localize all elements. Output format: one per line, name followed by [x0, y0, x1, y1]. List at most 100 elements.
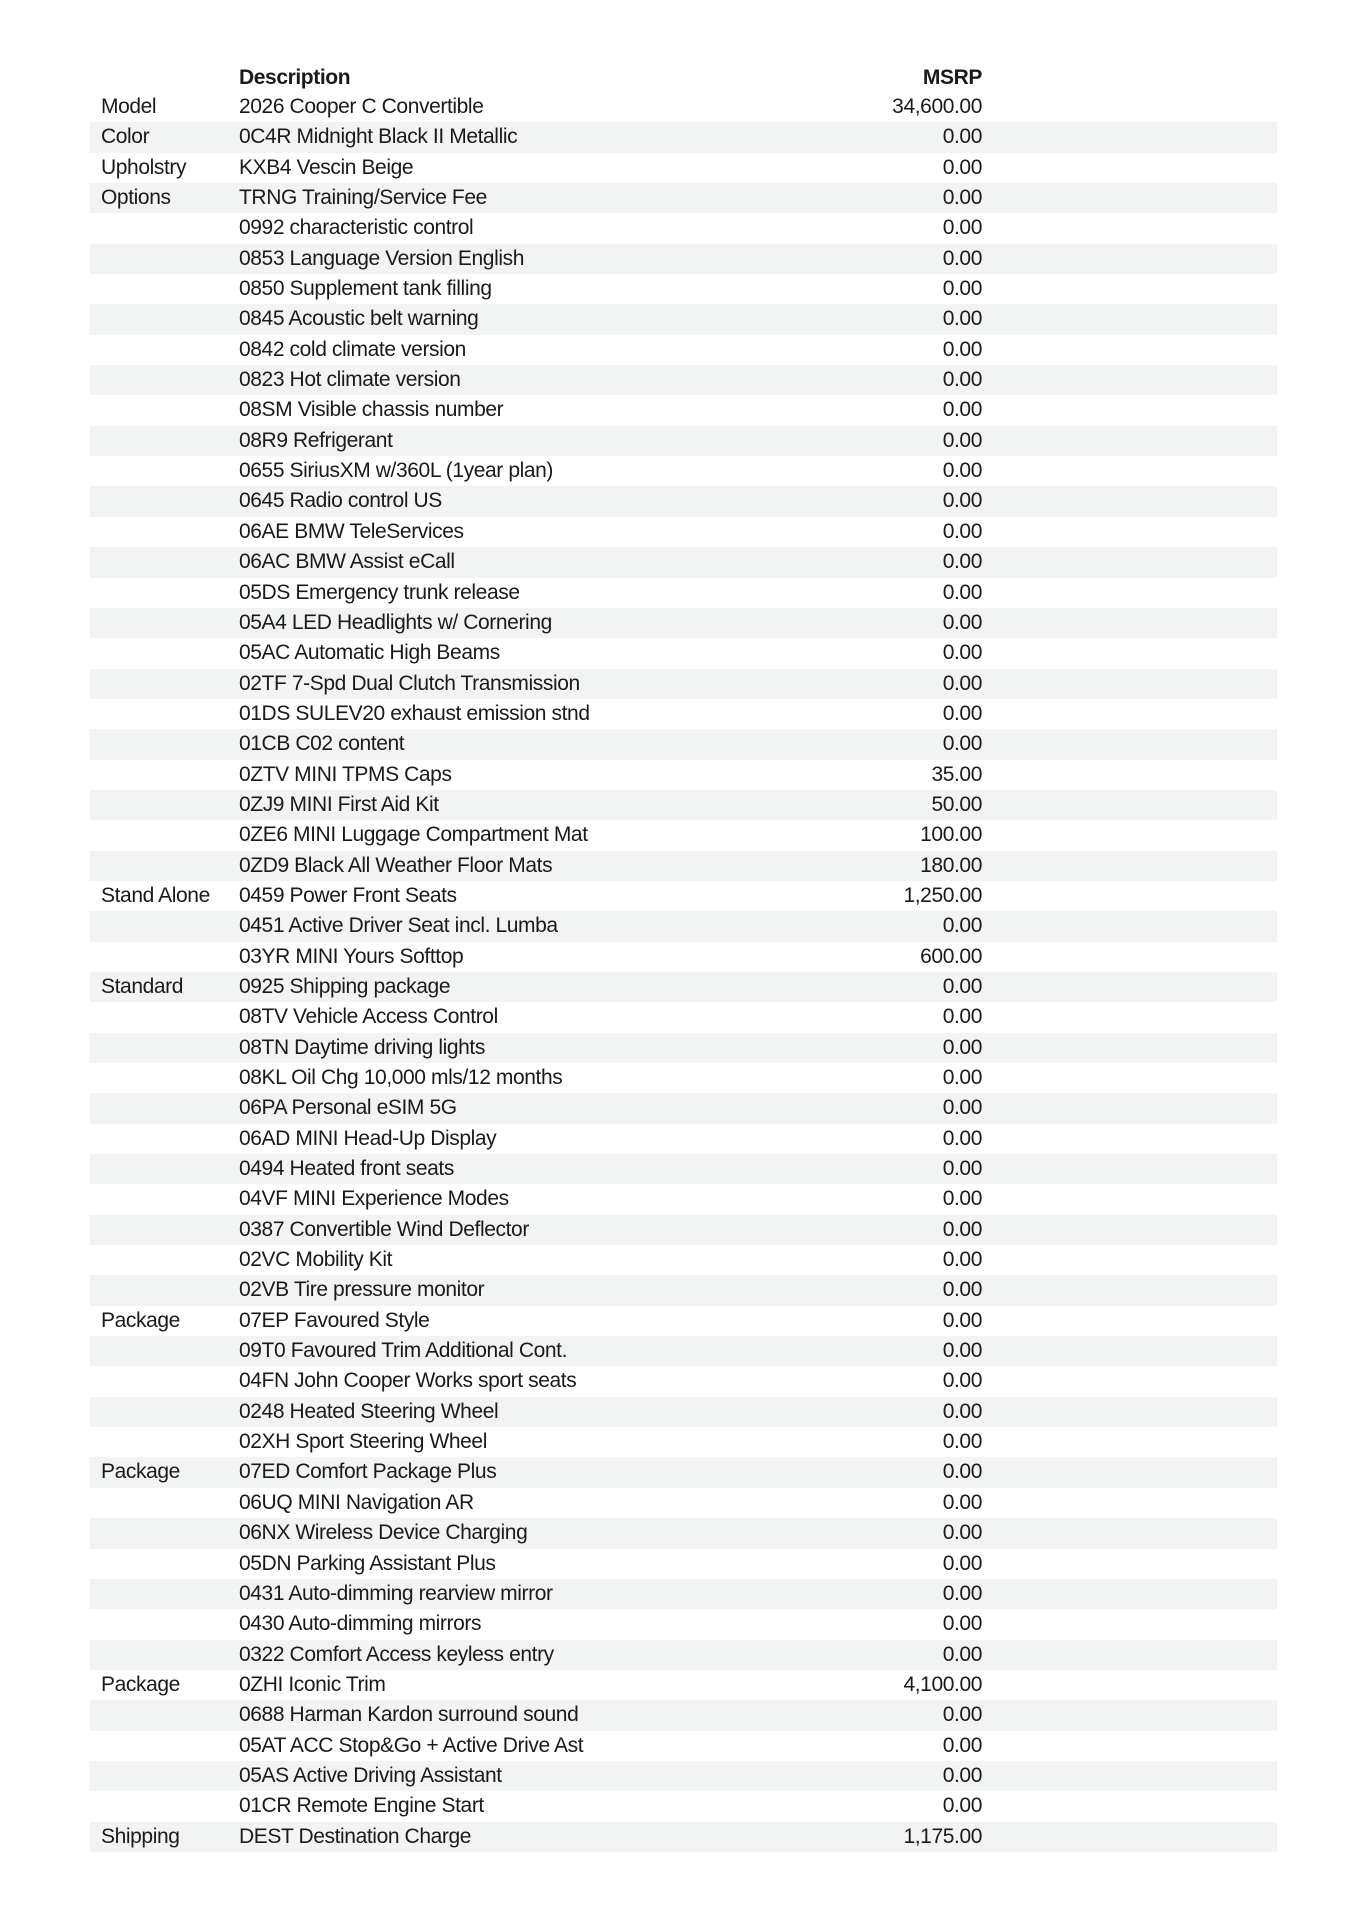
table-row: 0ZJ9 MINI First Aid Kit 50.00 [90, 789, 1277, 821]
table-row: 01DS SULEV20 exhaust emission stnd 0.00 [90, 699, 1277, 729]
row-category: Options [101, 186, 171, 210]
table-row: 05DN Parking Assistant Plus 0.00 [90, 1549, 1277, 1579]
row-msrp: 0.00 [942, 671, 983, 695]
row-msrp: 0.00 [942, 732, 983, 756]
row-msrp: 35.00 [931, 762, 982, 786]
row-description: 09T0 Favoured Trim Additional Cont. [239, 1339, 568, 1363]
row-description: 06AE BMW TeleServices [239, 519, 464, 543]
row-msrp: 0.00 [942, 1703, 983, 1727]
table-row: Model 2026 Cooper C Convertible 34,600.00 [90, 92, 1277, 122]
row-msrp: 0.00 [942, 550, 983, 574]
row-description: 05A4 LED Headlights w/ Cornering [239, 610, 552, 634]
row-category: Stand Alone [101, 883, 210, 907]
row-description: 0925 Shipping package [239, 974, 451, 998]
table-row: 04FN John Cooper Works sport seats 0.00 [90, 1366, 1277, 1396]
row-description: 0845 Acoustic belt warning [239, 307, 479, 331]
row-msrp: 0.00 [942, 1399, 983, 1423]
row-msrp: 600.00 [920, 944, 982, 968]
row-msrp: 0.00 [942, 1794, 983, 1818]
row-category: Shipping [101, 1824, 180, 1848]
table-row: 0853 Language Version English 0.00 [90, 243, 1277, 275]
table-row: 08R9 Refrigerant 0.00 [90, 425, 1277, 457]
table-row: 0992 characteristic control 0.00 [90, 213, 1277, 243]
row-description: 0C4R Midnight Black II Metallic [239, 125, 518, 149]
table-row: 0645 Radio control US 0.00 [90, 486, 1277, 517]
table-row: Stand Alone 0459 Power Front Seats 1,250.0… [90, 881, 1277, 911]
row-description: 06NX Wireless Device Charging [239, 1521, 528, 1545]
row-msrp: 0.00 [942, 1733, 983, 1757]
row-msrp: 0.00 [942, 1035, 983, 1059]
row-description: 0ZJ9 MINI First Aid Kit [239, 792, 439, 816]
row-msrp: 0.00 [942, 186, 983, 210]
row-description: DEST Destination Charge [239, 1824, 472, 1848]
row-description: 0ZE6 MINI Luggage Compartment Mat [239, 823, 588, 847]
row-description: 0ZD9 Black All Weather Floor Mats [239, 853, 553, 877]
table-row: 01CB C02 content 0.00 [90, 729, 1277, 760]
table-row: 0ZE6 MINI Luggage Compartment Mat 100.00 [90, 820, 1277, 850]
row-msrp: 4,100.00 [903, 1672, 982, 1696]
table-row: Upholstry KXB4 Vescin Beige 0.00 [90, 153, 1277, 183]
row-msrp: 0.00 [942, 1521, 983, 1545]
row-category: Color [101, 125, 150, 149]
table-row: 05AC Automatic High Beams 0.00 [90, 638, 1277, 668]
row-description: 0823 Hot climate version [239, 368, 461, 392]
row-description: 0494 Heated front seats [239, 1157, 454, 1181]
table-row: 0823 Hot climate version 0.00 [90, 365, 1277, 396]
table-row: 06AE BMW TeleServices 0.00 [90, 517, 1277, 547]
row-description: 03YR MINI Yours Softtop [239, 944, 464, 968]
row-msrp: 0.00 [942, 155, 983, 179]
table-row: Shipping DEST Destination Charge 1,175.00 [90, 1821, 1277, 1852]
table-row: 0655 SiriusXM w/360L (1year plan) 0.00 [90, 456, 1277, 486]
row-msrp: 0.00 [942, 701, 983, 725]
table-row: Package 0ZHI Iconic Trim 4,100.00 [90, 1670, 1277, 1700]
row-msrp: 0.00 [942, 1369, 983, 1393]
row-description: 02TF 7-Spd Dual Clutch Transmission [239, 671, 580, 695]
row-msrp: 0.00 [942, 610, 983, 634]
row-description: 05AC Automatic High Beams [239, 641, 500, 665]
row-msrp: 0.00 [942, 1763, 983, 1787]
row-description: 0431 Auto-dimming rearview mirror [239, 1581, 553, 1605]
row-description: 0688 Harman Kardon surround sound [239, 1703, 579, 1727]
row-msrp: 0.00 [942, 1005, 983, 1029]
row-msrp: 0.00 [942, 1612, 983, 1636]
row-description: 0387 Convertible Wind Deflector [239, 1217, 529, 1241]
table-row: 08TV Vehicle Access Control 0.00 [90, 1002, 1277, 1032]
row-description: 06AD MINI Head-Up Display [239, 1126, 497, 1150]
row-description: 0322 Comfort Access keyless entry [239, 1642, 554, 1666]
table-row: 08KL Oil Chg 10,000 mls/12 months 0.00 [90, 1063, 1277, 1093]
table-row: 04VF MINI Experience Modes 0.00 [90, 1184, 1277, 1214]
table-row: 0248 Heated Steering Wheel 0.00 [90, 1396, 1277, 1428]
table-row: 0431 Auto-dimming rearview mirror 0.00 [90, 1578, 1277, 1610]
table-row: 0ZD9 Black All Weather Floor Mats 180.00 [90, 850, 1277, 881]
row-msrp: 100.00 [920, 823, 982, 847]
table-row: 06NX Wireless Device Charging 0.00 [90, 1518, 1277, 1549]
table-row: Standard 0925 Shipping package 0.00 [90, 971, 1277, 1003]
row-description: 0ZHI Iconic Trim [239, 1672, 386, 1696]
row-description: 08TV Vehicle Access Control [239, 1005, 498, 1029]
row-msrp: 0.00 [942, 307, 983, 331]
table-row: 02VC Mobility Kit 0.00 [90, 1245, 1277, 1275]
row-msrp: 0.00 [942, 1157, 983, 1181]
table-row: 01CR Remote Engine Start 0.00 [90, 1791, 1277, 1821]
table-row: Package 07ED Comfort Package Plus 0.00 [90, 1457, 1277, 1488]
row-msrp: 0.00 [942, 580, 983, 604]
row-description: 0842 cold climate version [239, 337, 466, 361]
table-row: 05DS Emergency trunk release 0.00 [90, 578, 1277, 608]
row-description: 05DN Parking Assistant Plus [239, 1551, 496, 1575]
table-row: 05AT ACC Stop&Go + Active Drive Ast 0.00 [90, 1731, 1277, 1761]
row-category: Upholstry [101, 155, 187, 179]
row-msrp: 0.00 [942, 974, 983, 998]
row-msrp: 50.00 [931, 792, 982, 816]
table-row: 0845 Acoustic belt warning 0.00 [90, 304, 1277, 335]
row-msrp: 0.00 [942, 459, 983, 483]
row-description: 07EP Favoured Style [239, 1308, 430, 1332]
row-msrp: 0.00 [942, 1126, 983, 1150]
table-row: 06PA Personal eSIM 5G 0.00 [90, 1093, 1277, 1124]
row-description: 08KL Oil Chg 10,000 mls/12 months [239, 1066, 563, 1089]
row-description: 0248 Heated Steering Wheel [239, 1399, 499, 1423]
table-row: Package 07EP Favoured Style 0.00 [90, 1306, 1277, 1336]
table-row: 0842 cold climate version 0.00 [90, 335, 1277, 365]
table-row: 0850 Supplement tank filling 0.00 [90, 274, 1277, 304]
row-msrp: 0.00 [942, 1490, 983, 1514]
table-row: 08TN Daytime driving lights 0.00 [90, 1032, 1277, 1063]
